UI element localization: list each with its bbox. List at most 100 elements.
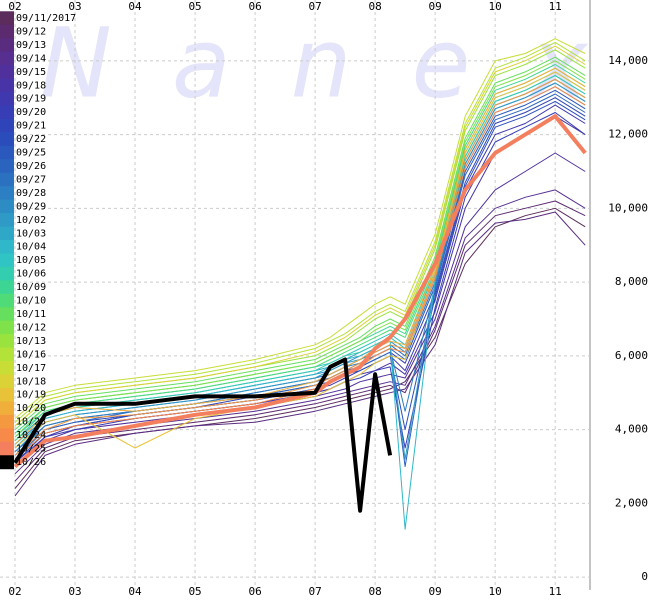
legend-swatch [0,414,14,429]
y-tick-label: 12,000 [608,128,648,141]
legend-swatch [0,293,14,308]
legend-swatch [0,320,14,335]
legend-label: 10/16 [16,349,46,360]
legend-label: 10/06 [16,269,46,280]
series-line [14,78,586,456]
legend-label: 10/18 [16,376,46,387]
legend-label: 09/27 [16,174,46,185]
legend-label: 09/28 [16,188,46,199]
legend-swatch [0,145,14,160]
series-line [14,60,586,438]
legend-swatch [0,51,14,66]
legend-label: 10/12 [16,322,46,333]
legend-label: 10/25 [16,444,46,455]
y-tick-label: 10,000 [608,201,648,214]
legend-label: 09/11/2017 [16,13,76,24]
legend-label: 10/03 [16,228,46,239]
legend-swatch [0,455,14,470]
legend-label: 10/11 [16,309,46,320]
legend-swatch [0,428,14,443]
legend-swatch [0,401,14,416]
x-tick-label: 09 [429,585,442,598]
x-tick-label: 02 [8,0,21,13]
legend-label: 09/25 [16,148,46,159]
x-tick-label: 10 [489,585,502,598]
y-tick-label: 6,000 [615,349,648,362]
x-tick-label: 07 [308,585,321,598]
legend-label: 10/05 [16,255,46,266]
legend-swatch [0,213,14,228]
series-line [14,200,586,482]
legend-swatch [0,253,14,268]
x-tick-label: 06 [248,585,261,598]
series-line [14,38,586,419]
x-tick-label: 08 [369,585,382,598]
legend-swatch [0,240,14,254]
y-tick-label: 4,000 [615,423,648,436]
series-line [14,45,586,427]
x-tick-label: 02 [8,585,21,598]
y-tick-label: 0 [641,570,648,583]
legend-swatch [0,226,14,241]
x-tick-label: 11 [549,585,562,598]
y-tick-label: 14,000 [608,54,648,67]
legend-label: 10/02 [16,215,46,226]
x-tick-label: 10 [489,0,502,13]
legend-label: 09/19 [16,94,46,105]
legend-swatch [0,172,14,187]
legend-swatch [0,347,14,362]
legend-label: 09/14 [16,53,46,64]
series-line [14,71,586,449]
legend-label: 09/21 [16,121,46,132]
legend-label: 09/29 [16,201,46,212]
legend-label: 09/18 [16,80,46,91]
legend-swatch [0,38,14,53]
x-tick-label: 06 [248,0,261,13]
x-tick-label: 08 [369,0,382,13]
series-line [14,56,586,430]
x-tick-label: 04 [128,0,142,13]
y-tick-label: 2,000 [615,496,648,509]
series-line [14,152,586,467]
x-tick-label: 07 [308,0,321,13]
legend-label: 09/15 [16,67,46,78]
legend-label: 10/13 [16,336,46,347]
legend-label: 10/24 [16,430,46,441]
legend-swatch [0,159,14,174]
legend-swatch [0,334,14,349]
legend-label: 09/22 [16,134,46,145]
x-tick-label: 09 [429,0,442,13]
legend-label: 09/12 [16,26,46,37]
legend-swatch [0,186,14,201]
x-tick-label: 04 [128,585,142,598]
legend-label: 10/23 [16,417,46,428]
legend-swatch [0,388,14,402]
legend-swatch [0,280,14,295]
legend-label: 10/26 [16,457,46,468]
legend-label: 10/09 [16,282,46,293]
x-tick-label: 11 [549,0,562,13]
legend-label: 09/26 [16,161,46,172]
legend-swatch [0,307,14,322]
legend-label: 10/19 [16,390,46,401]
legend-swatch [0,266,14,281]
legend-swatch [0,441,14,456]
legend-swatch [0,24,14,39]
series-line [14,41,586,423]
series-line [13,114,587,469]
legend-swatch [0,78,14,93]
x-tick-label: 05 [188,585,201,598]
x-tick-label: 03 [68,585,81,598]
legend-swatch [0,92,14,106]
legend-swatch [0,199,14,214]
legend-label: 09/13 [16,40,46,51]
legend-label: 10/10 [16,296,46,307]
legend-swatch [0,11,14,26]
legend-swatch [0,65,14,80]
legend-swatch [0,374,14,389]
legend-label: 10/20 [16,403,46,414]
series-line [13,357,393,513]
x-tick-label: 03 [68,0,81,13]
